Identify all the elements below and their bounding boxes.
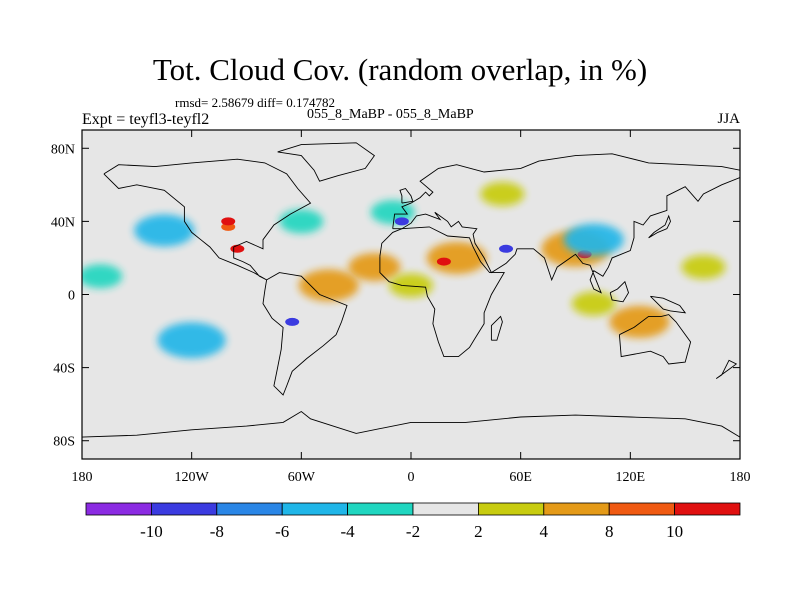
anomaly-patch-18 (221, 217, 236, 226)
anomaly-patch-8 (157, 322, 226, 359)
anomaly-patch-20 (499, 244, 514, 253)
colorbar-label-8: 10 (666, 522, 683, 541)
coastline-britain (399, 187, 414, 204)
season-label: JJA (717, 111, 740, 127)
anomaly-patch-4 (609, 305, 670, 338)
colorbar-swatch-3 (281, 502, 349, 516)
anomaly-patch-10 (279, 209, 324, 234)
x-tick-label-2: 60W (288, 470, 316, 485)
stats-text: rmsd= 2.58679 diff= 0.174782 (175, 95, 335, 110)
colorbar-label-3: -4 (341, 522, 356, 541)
coastline-north-america (103, 158, 312, 281)
colorbar-label-0: -10 (140, 522, 163, 541)
coastline-new-guinea (650, 295, 687, 314)
y-axis: 80N 40N 0 40S 80S (51, 142, 740, 450)
colorbar: -10 -8 -6 -4 -2 2 4 8 10 (85, 502, 741, 541)
anomaly-patch-11 (82, 264, 123, 289)
anomaly-patch-14 (221, 222, 236, 231)
anomaly-patch-22 (563, 223, 624, 256)
chart-title: Tot. Cloud Cov. (random overlap, in %) (152, 52, 648, 87)
colorbar-swatch-9 (674, 502, 741, 516)
colorbar-swatch-7 (543, 502, 610, 516)
colorbar-swatch-6 (477, 502, 545, 516)
anomaly-field (82, 181, 726, 359)
colorbar-label-2: -6 (275, 522, 289, 541)
anomaly-patch-1 (426, 241, 487, 274)
anomaly-patch-16 (436, 257, 451, 266)
chart-subtitle: 055_8_MaBP - 055_8_MaBP (307, 107, 474, 122)
coastline-south-america (262, 272, 348, 396)
colorbar-swatch-0 (85, 502, 152, 516)
x-tick-label-3: 0 (408, 470, 415, 485)
anomaly-patch-6 (389, 273, 433, 298)
x-tick-label-6: 180 (730, 470, 751, 485)
y-tick-label-4: 80S (53, 435, 75, 450)
anomaly-patch-5 (571, 291, 616, 316)
anomaly-patch-0 (348, 253, 401, 282)
coastline-borneo (609, 280, 629, 303)
coastline-eurasia (392, 153, 740, 294)
anomaly-patch-15 (230, 244, 245, 253)
coastline-japan (648, 214, 671, 239)
anomaly-patch-19 (285, 317, 300, 326)
colorbar-swatch-8 (608, 502, 676, 516)
anomaly-patch-7 (681, 255, 726, 280)
experiment-label: Expt = teyfl3-teyfl2 (82, 111, 210, 128)
colorbar-label-6: 4 (540, 522, 549, 541)
x-axis: 180 120W 60W 0 60E 120E 180 (72, 130, 751, 485)
coastline-greenland (277, 142, 376, 182)
colorbar-swatch-2 (216, 502, 283, 516)
coastline-antarctica (82, 410, 740, 438)
anomaly-patch-2 (298, 269, 359, 302)
colorbar-swatch-4 (347, 502, 414, 516)
x-tick-label-5: 120E (616, 470, 646, 485)
coastlines (82, 142, 740, 438)
colorbar-label-4: -2 (406, 522, 420, 541)
anomaly-patch-9 (134, 214, 195, 247)
coastline-australia (618, 314, 692, 365)
y-tick-label-2: 0 (68, 289, 75, 304)
x-tick-label-4: 60E (509, 470, 532, 485)
coastline-new-zealand (715, 359, 738, 379)
colorbar-label-1: -8 (210, 522, 224, 541)
y-tick-label-3: 40S (53, 362, 75, 377)
x-tick-label-0: 180 (72, 470, 93, 485)
colorbar-label-7: 8 (605, 522, 614, 541)
coastline-africa (379, 226, 505, 358)
colorbar-swatch-5 (412, 502, 479, 516)
colorbar-label-5: 2 (474, 522, 483, 541)
x-tick-label-1: 120W (175, 470, 210, 485)
coastline-madagascar (490, 315, 503, 341)
y-tick-label-1: 40N (51, 215, 75, 230)
anomaly-patch-21 (394, 217, 409, 226)
anomaly-patch-13 (480, 181, 525, 206)
y-tick-label-0: 80N (51, 142, 75, 157)
colorbar-swatch-1 (150, 502, 218, 516)
